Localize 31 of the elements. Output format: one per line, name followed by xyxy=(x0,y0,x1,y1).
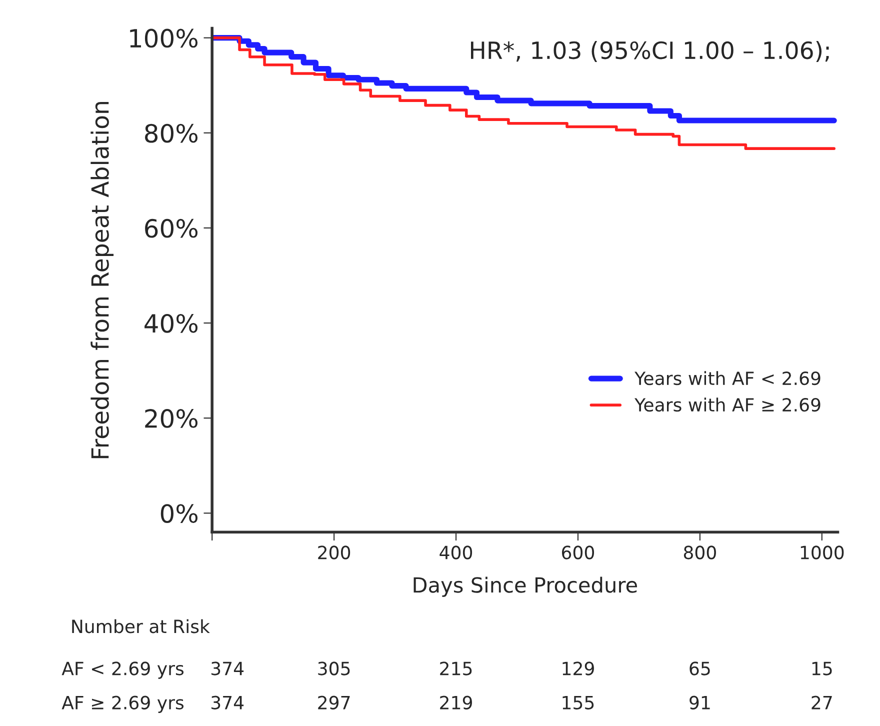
text: AF ≥ 2.69 yrs xyxy=(62,696,184,713)
y-axis-title: Freedom from Repeat Ablation xyxy=(90,102,114,458)
x-tick-label: 200 xyxy=(318,546,350,560)
x-tick-label: 1000 xyxy=(800,546,844,560)
text: AF < 2.69 yrs xyxy=(62,662,184,679)
text: 297 xyxy=(318,696,350,710)
text: 374 xyxy=(211,696,244,710)
text: 219 xyxy=(440,696,472,710)
legend-label: Years with AF < 2.69 xyxy=(634,371,820,386)
y-tick-label: 60% xyxy=(145,218,198,238)
text: 15 xyxy=(812,662,832,676)
legend-label: Years with AF ≥ 2.69 xyxy=(634,398,820,412)
text: 155 xyxy=(562,696,594,710)
x-tick-label: 400 xyxy=(440,546,472,560)
text: 215 xyxy=(440,662,472,676)
y-tick-label: 80% xyxy=(145,124,198,143)
x-tick-label: 800 xyxy=(684,546,716,560)
text: 374 xyxy=(211,662,244,676)
y-tick-label: 40% xyxy=(144,314,198,333)
chart-title: HR*, 1.03 (95%CI 1.00 – 1.06); xyxy=(471,40,829,62)
text: 305 xyxy=(318,662,350,676)
text: Number at Risk xyxy=(72,619,210,634)
y-tick-label: 20% xyxy=(145,409,198,428)
text: 27 xyxy=(812,696,832,710)
text: 129 xyxy=(562,662,594,676)
y-tick-label: 0% xyxy=(160,504,198,523)
text: 91 xyxy=(690,696,710,710)
x-tick-label: 600 xyxy=(562,546,594,560)
x-axis-title: Days Since Procedure xyxy=(414,576,637,597)
y-tick-label: 100% xyxy=(130,28,198,48)
text: 65 xyxy=(690,662,710,676)
